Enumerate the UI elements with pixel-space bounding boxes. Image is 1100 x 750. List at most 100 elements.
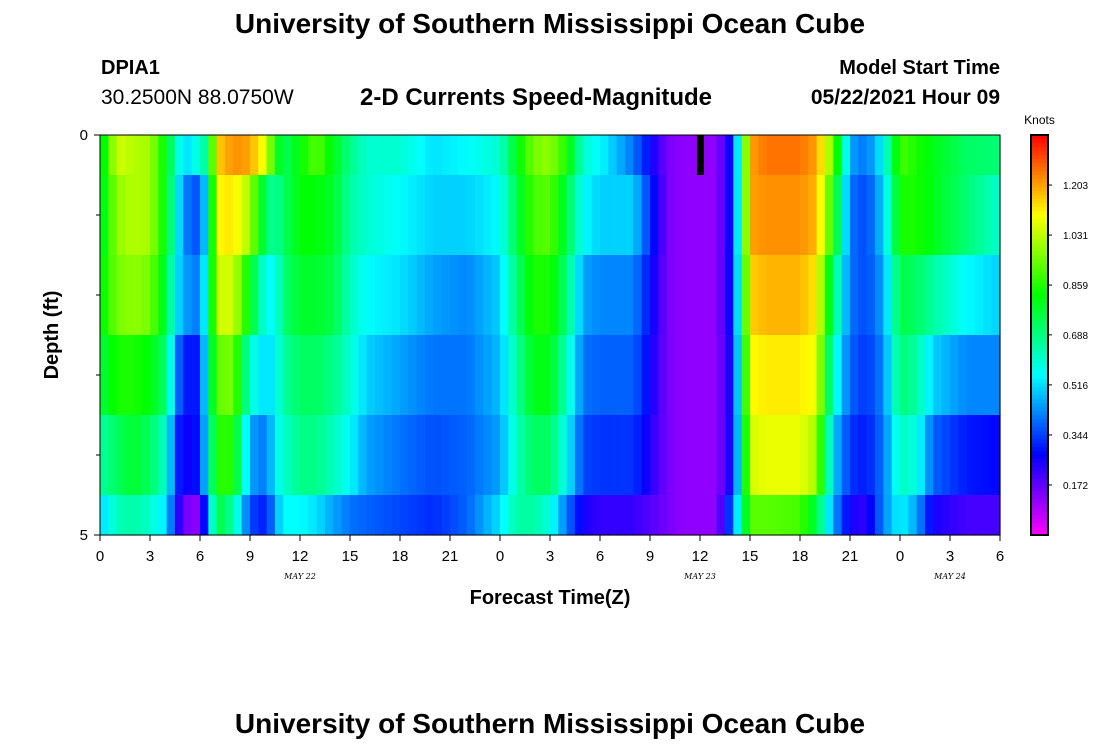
heatmap-cell (808, 495, 818, 536)
heatmap-cell (266, 135, 276, 176)
heatmap-cell (866, 255, 876, 336)
heatmap-cell (583, 335, 593, 416)
heatmap-cell (666, 135, 676, 176)
heatmap-cell (400, 335, 409, 416)
heatmap-cell (883, 415, 893, 496)
heatmap-cell (383, 415, 393, 496)
x-axis: 0 3 6 9 12 15 18 21 0 3 6 9 12 15 18 21 0 3 6 MAY 22 MAY 23 M… (96, 535, 1004, 581)
heatmap-cell (766, 415, 776, 496)
heatmap-cell (916, 415, 926, 496)
heatmap-cell (416, 495, 426, 536)
colorbar-segment (1031, 415, 1048, 420)
heatmap-cell (166, 135, 176, 176)
heatmap-cell (975, 255, 984, 336)
heatmap-cell (575, 495, 584, 536)
heatmap-cell (466, 335, 476, 416)
heatmap-cell (558, 495, 568, 536)
heatmap-cell (108, 415, 118, 496)
colorbar-segment (1031, 367, 1048, 372)
heatmap-cell (950, 495, 959, 536)
colorbar-segment (1031, 183, 1048, 188)
heatmap-cell (533, 255, 543, 336)
heatmap-cell (800, 415, 809, 496)
heatmap-cell (875, 175, 884, 256)
heatmap-cell (733, 495, 743, 536)
colorbar-segment (1031, 295, 1048, 300)
x-tick-label: 15 (742, 548, 759, 565)
heatmap-cell (916, 495, 926, 536)
heatmap-cell (433, 175, 443, 256)
colorbar-segment (1031, 147, 1048, 152)
heatmap-cell (591, 415, 601, 496)
heatmap-cell (100, 175, 109, 256)
station-id: DPIA1 (101, 57, 160, 79)
heatmap-cell (858, 255, 868, 336)
heatmap-cell (491, 335, 501, 416)
heatmap-cell (516, 495, 526, 536)
heatmap-cell (783, 335, 793, 416)
colorbar-segment (1031, 499, 1048, 504)
heatmap-cell (700, 495, 709, 536)
heatmap-cell (108, 255, 118, 336)
heatmap-cell (783, 175, 793, 256)
heatmap-cell (150, 495, 159, 536)
heatmap-cell (800, 495, 809, 536)
colorbar-segment (1031, 215, 1048, 220)
heatmap-cell (425, 415, 434, 496)
heatmap-cell (816, 175, 826, 256)
heatmap-cell (375, 415, 384, 496)
colorbar-segment (1031, 163, 1048, 168)
heatmap-cell (175, 495, 184, 536)
colorbar-segment (1031, 267, 1048, 272)
heatmap-cell (758, 255, 768, 336)
colorbar-segment (1031, 431, 1048, 436)
heatmap-cell (608, 335, 618, 416)
heatmap-cell (166, 415, 176, 496)
heatmap-cell (233, 175, 243, 256)
heatmap-cell (650, 415, 659, 496)
colorbar-segment (1031, 199, 1048, 204)
heatmap-cell (208, 175, 218, 256)
heatmap-cell (933, 335, 943, 416)
colorbar-segment (1031, 375, 1048, 380)
heatmap-cell (416, 335, 426, 416)
heatmap-cell (700, 175, 709, 256)
heatmap-cell (683, 415, 693, 496)
heatmap-cell (608, 415, 618, 496)
heatmap-cell (100, 135, 109, 176)
heatmap-cell (125, 135, 134, 176)
colorbar-tick-label: 1.203 (1063, 181, 1088, 192)
heatmap-cell (275, 415, 284, 496)
heatmap-cell (850, 415, 859, 496)
heatmap-cell (475, 135, 484, 176)
model-start-value: 05/22/2021 Hour 09 (810, 86, 1000, 109)
heatmap-cell (791, 415, 801, 496)
heatmap-cell (150, 255, 159, 336)
colorbar-segment (1031, 483, 1048, 488)
heatmap-cell (175, 255, 184, 336)
heatmap-cell (891, 255, 901, 336)
heatmap-cell (991, 495, 1001, 536)
heatmap-cell (991, 255, 1001, 336)
heatmap-cell (983, 335, 993, 416)
heatmap-cell (925, 255, 934, 336)
heatmap-cell (566, 335, 576, 416)
heatmap-cell (600, 175, 609, 256)
heatmap-cell (975, 175, 984, 256)
colorbar-segment (1031, 383, 1048, 388)
x-tick-label: 18 (792, 548, 809, 565)
heatmap-cell (766, 175, 776, 256)
heatmap-cell (775, 135, 784, 176)
heatmap-cell (441, 255, 451, 336)
heatmap-cell (475, 335, 484, 416)
heatmap-cell (783, 255, 793, 336)
colorbar-segment (1031, 327, 1048, 332)
heatmap-cell (408, 175, 418, 256)
heatmap-cell (658, 175, 668, 256)
heatmap-cell (333, 495, 343, 536)
heatmap-cell (750, 255, 759, 336)
heatmap-cell (283, 495, 293, 536)
heatmap-cell (533, 335, 543, 416)
heatmap-cell (691, 415, 701, 496)
heatmap-cell (691, 135, 701, 176)
